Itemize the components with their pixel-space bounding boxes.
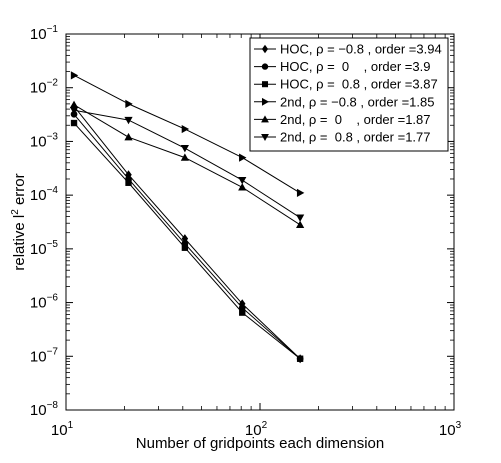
data-point-square xyxy=(125,179,132,186)
x-tick-label: 102 xyxy=(245,420,268,439)
x-tick-label-base: 10 xyxy=(245,422,262,439)
y-tick-label: 10−8 xyxy=(30,400,59,419)
x-tick-label-exponent: 3 xyxy=(456,420,462,431)
data-point-triangle-up xyxy=(238,183,247,191)
series-3 xyxy=(70,119,304,362)
y-axis-label-superscript: 2 xyxy=(10,209,21,215)
legend-label: HOC, ρ = 0 , order =3.9 xyxy=(280,59,430,74)
x-tick-label-exponent: 1 xyxy=(68,420,74,431)
legend-entry-3: HOC, ρ = 0.8 , order =3.87 xyxy=(254,77,438,92)
y-tick-label-exponent: −2 xyxy=(47,78,59,89)
y-tick-label-base: 10 xyxy=(30,80,47,97)
legend-label: HOC, ρ = −0.8 , order =3.94 xyxy=(280,42,442,57)
legend-entry-6: 2nd, ρ = 0.8 , order =1.77 xyxy=(254,130,431,145)
series-6 xyxy=(69,107,305,222)
data-point-triangle-right xyxy=(239,153,247,162)
data-point-triangle-up xyxy=(124,132,133,141)
y-tick-label-exponent: −5 xyxy=(47,239,59,250)
data-point-triangle-right xyxy=(296,188,305,198)
data-point-triangle-right xyxy=(181,124,190,134)
x-tick-label: 101 xyxy=(51,420,74,439)
data-point-triangle-down xyxy=(180,144,189,153)
legend-marker-diamond xyxy=(261,44,269,54)
data-point-square xyxy=(296,355,304,362)
y-tick-label-base: 10 xyxy=(30,241,47,258)
legend-label: HOC, ρ = 0.8 , order =3.87 xyxy=(280,77,438,92)
data-point-triangle-down xyxy=(69,107,79,115)
y-tick-label: 10−5 xyxy=(30,239,59,258)
legend-entry-4: 2nd, ρ = −0.8 , order =1.85 xyxy=(254,94,434,109)
y-tick-label-exponent: −6 xyxy=(47,293,59,304)
y-tick-label-base: 10 xyxy=(30,187,47,204)
legend-label: 2nd, ρ = 0.8 , order =1.77 xyxy=(280,130,431,145)
y-tick-label-base: 10 xyxy=(30,133,47,150)
data-series xyxy=(69,71,305,364)
legend-marker-triangle-down xyxy=(261,133,269,142)
y-tick-label-exponent: −4 xyxy=(47,185,59,196)
y-tick-label-exponent: −3 xyxy=(47,131,59,142)
series-5 xyxy=(69,100,305,229)
y-tick-label-base: 10 xyxy=(30,295,47,312)
data-point-triangle-up xyxy=(180,153,189,161)
x-tick-label: 103 xyxy=(439,420,462,439)
y-tick-label-exponent: −7 xyxy=(47,346,59,357)
series-4 xyxy=(70,71,305,198)
y-tick-label: 10−3 xyxy=(30,131,59,150)
legend-marker-triangle-up xyxy=(261,115,269,123)
y-tick-label-exponent: −8 xyxy=(47,400,59,411)
y-tick-label: 10−6 xyxy=(30,293,59,312)
data-point-square xyxy=(70,119,78,127)
x-axis-label: Number of gridpoints each dimension xyxy=(136,435,384,452)
y-axis-label: relative l2 error xyxy=(10,173,28,270)
x-tick-label-base: 10 xyxy=(51,422,68,439)
data-point-square xyxy=(181,244,189,251)
legend-marker-circle xyxy=(261,63,269,70)
legend-entry-5: 2nd, ρ = 0 , order =1.87 xyxy=(254,112,431,127)
y-axis-label-tail: error xyxy=(11,173,28,209)
y-tick-label-base: 10 xyxy=(30,402,47,419)
legend-entry-1: HOC, ρ = −0.8 , order =3.94 xyxy=(254,42,442,57)
data-point-square xyxy=(239,309,246,316)
x-tick-label-base: 10 xyxy=(439,422,456,439)
data-point-triangle-right xyxy=(70,71,79,80)
data-point-triangle-down xyxy=(238,176,247,185)
y-tick-label-base: 10 xyxy=(30,348,47,365)
data-point-triangle-down xyxy=(124,116,133,125)
legend-entry-2: HOC, ρ = 0 , order =3.9 xyxy=(254,59,430,74)
y-tick-label: 10−7 xyxy=(30,346,59,365)
y-tick-label: 10−2 xyxy=(30,78,59,97)
y-tick-label-exponent: −1 xyxy=(47,24,59,35)
data-point-triangle-right xyxy=(125,99,133,108)
legend-marker-square xyxy=(261,81,269,88)
legend-label: 2nd, ρ = 0 , order =1.87 xyxy=(280,112,431,127)
legend: HOC, ρ = −0.8 , order =3.94 HOC, ρ = 0 , … xyxy=(249,37,449,152)
x-tick-label-exponent: 2 xyxy=(262,420,268,431)
y-tick-label: 10−4 xyxy=(30,185,59,204)
y-tick-label-base: 10 xyxy=(30,26,47,43)
legend-marker-triangle-right xyxy=(261,97,270,106)
data-point-triangle-down xyxy=(296,214,305,222)
y-tick-label: 10−1 xyxy=(30,24,59,43)
data-point-triangle-up xyxy=(296,220,305,229)
legend-label: 2nd, ρ = −0.8 , order =1.85 xyxy=(280,94,434,109)
legend-box xyxy=(249,37,449,152)
y-axis-label-base: relative l xyxy=(11,215,28,271)
